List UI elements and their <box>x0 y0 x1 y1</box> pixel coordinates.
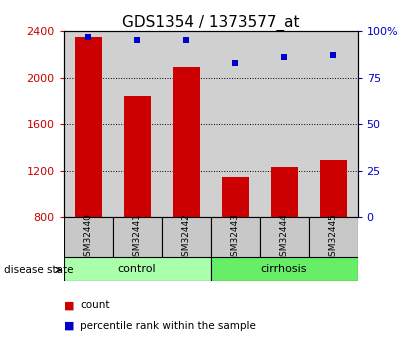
Point <box>232 60 238 66</box>
Bar <box>162 217 211 257</box>
Bar <box>320 160 346 217</box>
Bar <box>113 217 162 257</box>
Text: cirrhosis: cirrhosis <box>261 264 307 274</box>
Bar <box>270 167 298 217</box>
Text: count: count <box>80 300 110 310</box>
Bar <box>64 257 210 281</box>
Bar <box>260 217 309 257</box>
Text: disease state: disease state <box>4 265 74 275</box>
Point <box>134 38 141 43</box>
Text: control: control <box>118 264 157 274</box>
Bar <box>211 217 260 257</box>
Bar <box>211 257 358 281</box>
Bar <box>222 177 249 217</box>
Title: GDS1354 / 1373577_at: GDS1354 / 1373577_at <box>122 15 299 31</box>
Bar <box>75 37 102 217</box>
Text: GSM32445: GSM32445 <box>328 213 337 262</box>
Bar <box>64 217 113 257</box>
Text: GSM32443: GSM32443 <box>231 213 240 262</box>
Text: GSM32441: GSM32441 <box>133 213 142 262</box>
Bar <box>173 67 200 217</box>
Point <box>281 55 287 60</box>
Text: percentile rank within the sample: percentile rank within the sample <box>80 321 256 331</box>
Point <box>183 38 189 43</box>
Point <box>330 52 336 58</box>
Text: GSM32444: GSM32444 <box>279 213 289 262</box>
Point <box>85 34 92 39</box>
Bar <box>124 96 151 217</box>
Bar <box>309 217 358 257</box>
Text: ■: ■ <box>64 300 74 310</box>
Text: ■: ■ <box>64 321 74 331</box>
Text: GSM32440: GSM32440 <box>84 213 93 262</box>
Text: GSM32442: GSM32442 <box>182 213 191 262</box>
